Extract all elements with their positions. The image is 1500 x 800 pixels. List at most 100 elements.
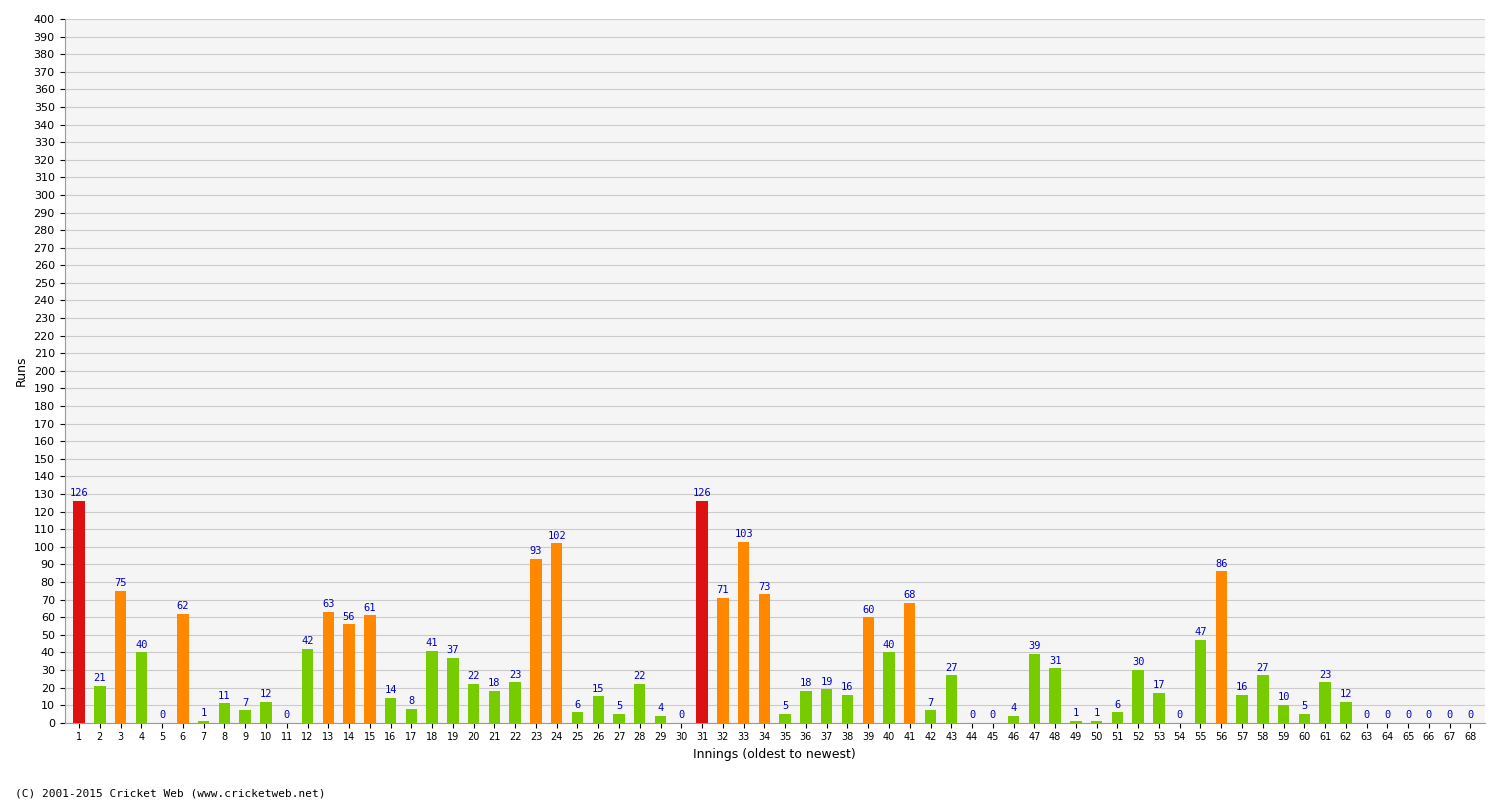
Bar <box>592 696 604 722</box>
Bar <box>1299 714 1310 722</box>
Text: (C) 2001-2015 Cricket Web (www.cricketweb.net): (C) 2001-2015 Cricket Web (www.cricketwe… <box>15 788 326 798</box>
Text: 23: 23 <box>509 670 522 680</box>
Bar <box>634 684 645 722</box>
Text: 56: 56 <box>344 611 355 622</box>
Bar <box>510 682 520 722</box>
Text: 12: 12 <box>260 689 272 699</box>
Text: 16: 16 <box>842 682 854 692</box>
Text: 21: 21 <box>93 673 106 683</box>
Bar <box>1320 682 1330 722</box>
Bar <box>550 543 562 722</box>
Text: 0: 0 <box>159 710 165 720</box>
Text: 5: 5 <box>1300 702 1308 711</box>
Text: 73: 73 <box>758 582 771 592</box>
Bar <box>344 624 354 722</box>
Text: 0: 0 <box>284 710 290 720</box>
Bar <box>780 714 790 722</box>
Text: 30: 30 <box>1132 658 1144 667</box>
Text: 40: 40 <box>882 640 896 650</box>
Text: 27: 27 <box>945 662 957 673</box>
Text: 0: 0 <box>678 710 684 720</box>
Text: 16: 16 <box>1236 682 1248 692</box>
Text: 102: 102 <box>548 530 566 541</box>
Bar <box>198 721 210 722</box>
Text: 126: 126 <box>693 489 711 498</box>
Bar <box>1196 640 1206 722</box>
Text: 5: 5 <box>782 702 789 711</box>
Text: 47: 47 <box>1194 627 1206 638</box>
Bar <box>926 710 936 722</box>
Bar <box>862 617 874 722</box>
Text: 7: 7 <box>242 698 249 708</box>
Text: 42: 42 <box>302 636 313 646</box>
Text: 18: 18 <box>488 678 501 689</box>
Bar <box>94 686 105 722</box>
Text: 75: 75 <box>114 578 128 588</box>
Text: 103: 103 <box>734 529 753 539</box>
Bar <box>800 691 812 722</box>
Text: 37: 37 <box>447 645 459 655</box>
Text: 39: 39 <box>1028 642 1041 651</box>
Bar <box>1112 712 1124 722</box>
Text: 4: 4 <box>1011 703 1017 713</box>
Text: 19: 19 <box>821 677 833 686</box>
Bar <box>945 675 957 722</box>
Text: 40: 40 <box>135 640 147 650</box>
Bar <box>405 709 417 722</box>
Text: 0: 0 <box>1467 710 1473 720</box>
Text: 0: 0 <box>1446 710 1454 720</box>
Text: 0: 0 <box>990 710 996 720</box>
Bar <box>426 650 438 722</box>
Text: 126: 126 <box>69 489 88 498</box>
Bar <box>116 590 126 722</box>
Text: 22: 22 <box>468 671 480 682</box>
Text: 4: 4 <box>657 703 663 713</box>
Bar <box>1090 721 1102 722</box>
Text: 1: 1 <box>201 708 207 718</box>
Text: 61: 61 <box>363 602 376 613</box>
Text: 6: 6 <box>1114 699 1120 710</box>
Text: 0: 0 <box>1364 710 1370 720</box>
Bar <box>1132 670 1144 722</box>
Text: 0: 0 <box>1176 710 1184 720</box>
Bar <box>489 691 500 722</box>
Text: 31: 31 <box>1048 655 1062 666</box>
Bar <box>738 542 750 722</box>
Bar <box>1070 721 1082 722</box>
Bar <box>1278 705 1290 722</box>
Text: 11: 11 <box>217 690 231 701</box>
Text: 15: 15 <box>592 684 604 694</box>
Text: 23: 23 <box>1318 670 1332 680</box>
Bar <box>1029 654 1039 722</box>
Bar <box>364 615 375 722</box>
Bar <box>904 603 915 722</box>
Bar <box>302 649 313 722</box>
Text: 0: 0 <box>1384 710 1390 720</box>
Y-axis label: Runs: Runs <box>15 356 28 386</box>
Text: 10: 10 <box>1278 693 1290 702</box>
Bar <box>219 703 230 722</box>
Bar <box>177 614 189 722</box>
Text: 71: 71 <box>717 585 729 595</box>
Text: 6: 6 <box>574 699 580 710</box>
Text: 5: 5 <box>616 702 622 711</box>
Text: 63: 63 <box>322 599 334 610</box>
Text: 1: 1 <box>1094 708 1100 718</box>
Bar <box>1340 702 1352 722</box>
Text: 1: 1 <box>1072 708 1078 718</box>
Bar <box>717 598 729 722</box>
Bar <box>1008 716 1020 722</box>
Text: 0: 0 <box>969 710 975 720</box>
Text: 41: 41 <box>426 638 438 648</box>
Bar <box>386 698 396 722</box>
Bar <box>696 501 708 722</box>
Text: 60: 60 <box>862 605 874 614</box>
Bar <box>135 652 147 722</box>
Bar <box>468 684 480 722</box>
Bar <box>240 710 250 722</box>
X-axis label: Innings (oldest to newest): Innings (oldest to newest) <box>693 748 856 761</box>
Text: 17: 17 <box>1152 680 1166 690</box>
Bar <box>1050 668 1060 722</box>
Bar <box>759 594 770 722</box>
Bar <box>261 702 272 722</box>
